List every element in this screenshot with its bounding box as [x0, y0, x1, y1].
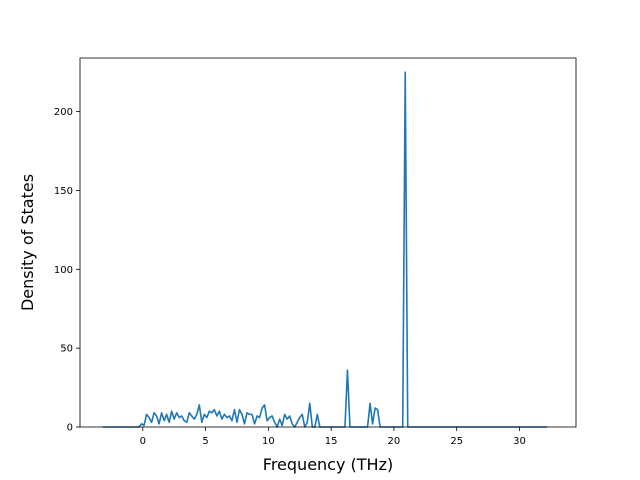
x-tick-label: 0: [140, 436, 146, 447]
dos-series-line: [102, 71, 548, 428]
x-tick-label: 20: [388, 436, 401, 447]
axes-frame: [79, 57, 577, 428]
y-tick-label: 100: [54, 265, 73, 276]
x-axis-label: Frequency (THz): [263, 455, 393, 474]
y-tick-label: 200: [54, 107, 73, 118]
y-tick-label: 150: [54, 186, 73, 197]
x-tick-label: 15: [325, 436, 338, 447]
x-tick-label: 5: [202, 436, 208, 447]
x-tick-label: 10: [262, 436, 275, 447]
y-axis-label: Density of States: [18, 174, 37, 311]
y-tick-label: 50: [60, 344, 73, 355]
x-axis-ticks: 0 5 10 15 20 25 30: [140, 427, 526, 447]
y-tick-label: 0: [67, 423, 73, 434]
x-tick-label: 30: [513, 436, 526, 447]
y-axis-ticks: 0 50 100 150 200: [54, 107, 80, 434]
plot-area: [102, 71, 548, 428]
x-tick-label: 25: [450, 436, 463, 447]
